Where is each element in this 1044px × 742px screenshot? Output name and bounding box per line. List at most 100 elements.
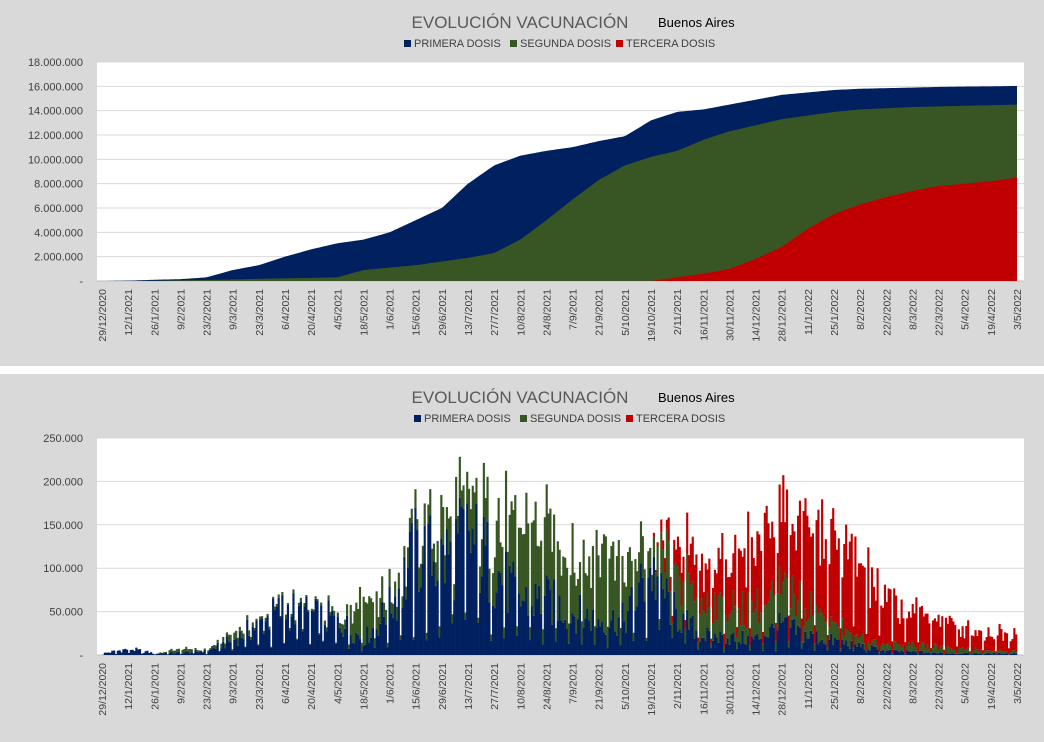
bar-segment-1	[682, 613, 685, 655]
bar-segment-1	[187, 651, 190, 655]
bar-segment-2	[994, 653, 997, 655]
bar-segment-2	[992, 650, 996, 653]
daily-bar	[368, 596, 371, 655]
bar-segment-1	[577, 619, 580, 655]
bar-segment-1	[935, 653, 938, 655]
daily-bar	[575, 585, 578, 655]
bar-segment-1	[778, 612, 781, 655]
bar-segment-1	[774, 651, 777, 655]
daily-bar	[939, 626, 942, 655]
daily-bar	[122, 649, 125, 655]
x-tick-label: 5/10/2021	[620, 663, 632, 710]
bar-segment-2	[281, 592, 284, 595]
daily-bar	[482, 462, 485, 655]
daily-bar	[597, 555, 600, 655]
daily-bar	[251, 622, 254, 655]
daily-bar	[455, 476, 458, 655]
bar-segment-2	[480, 539, 484, 577]
bar-segment-3	[652, 532, 655, 537]
daily-bar	[538, 546, 541, 655]
daily-bar	[262, 630, 265, 655]
bar-segment-3	[931, 620, 935, 649]
bar-segment-2	[726, 622, 729, 639]
bar-segment-1	[837, 639, 840, 655]
bar-segment-1	[700, 637, 704, 655]
bar-segment-2	[192, 653, 195, 654]
bar-segment-3	[835, 549, 838, 623]
bar-segment-3	[920, 605, 924, 643]
daily-bar	[429, 489, 432, 655]
daily-bar	[931, 620, 935, 655]
bar-segment-1	[468, 530, 471, 655]
bar-segment-2	[299, 597, 302, 602]
x-tick-label: 8/3/2022	[907, 289, 919, 330]
bar-segment-2	[1000, 650, 1003, 654]
daily-bar	[275, 603, 278, 655]
bar-segment-1	[669, 624, 672, 655]
daily-bar	[663, 558, 667, 655]
bar-segment-2	[614, 580, 617, 632]
bar-segment-2	[608, 558, 611, 628]
x-tick-label: 21/9/2021	[594, 663, 606, 710]
bar-segment-2	[164, 651, 167, 653]
daily-bar	[170, 648, 173, 655]
bar-segment-2	[187, 649, 190, 652]
bar-segment-2	[279, 615, 282, 618]
y-tick-label: 50.000	[49, 607, 83, 619]
bar-segment-2	[181, 649, 184, 654]
bar-segment-2	[595, 529, 598, 628]
bar-segment-2	[869, 644, 872, 651]
bar-segment-3	[850, 533, 853, 633]
daily-bar	[174, 650, 177, 655]
bar-segment-1	[798, 627, 802, 655]
daily-bar	[917, 642, 920, 655]
daily-bar	[240, 630, 243, 655]
bar-segment-3	[743, 548, 746, 625]
bar-segment-1	[205, 654, 208, 655]
bar-segment-3	[671, 615, 674, 623]
bar-segment-2	[551, 551, 554, 625]
bar-segment-2	[970, 651, 973, 655]
bar-segment-2	[296, 638, 299, 640]
bar-segment-2	[623, 582, 626, 622]
bar-segment-2	[508, 514, 511, 566]
bar-segment-1	[109, 652, 112, 655]
bar-segment-1	[939, 652, 942, 655]
bar-segment-2	[824, 622, 827, 645]
daily-bar	[431, 548, 434, 655]
y-tick-label: 100.000	[43, 563, 83, 575]
bar-segment-1	[183, 652, 186, 655]
bar-segment-2	[270, 646, 273, 648]
bar-segment-2	[362, 596, 365, 647]
daily-bar	[225, 632, 228, 655]
bar-segment-2	[858, 638, 861, 643]
bar-segment-2	[636, 571, 639, 607]
bar-segment-1	[407, 567, 410, 655]
x-tick-label: 6/4/2021	[280, 663, 292, 704]
bar-segment-2	[732, 590, 735, 633]
bar-segment-2	[425, 632, 428, 641]
bar-segment-2	[815, 605, 818, 632]
daily-bar	[832, 508, 835, 655]
bar-segment-2	[957, 647, 960, 654]
bar-segment-1	[970, 654, 973, 655]
bar-segment-2	[353, 611, 356, 644]
bar-segment-1	[107, 652, 110, 655]
x-tick-label: 7/9/2021	[568, 289, 580, 330]
bar-segment-1	[571, 613, 574, 655]
daily-bar	[621, 556, 624, 655]
bar-segment-2	[255, 618, 258, 621]
bar-segment-1	[565, 629, 569, 655]
bar-segment-2	[700, 598, 704, 638]
bar-segment-3	[981, 650, 985, 654]
daily-bar	[142, 653, 145, 655]
bar-segment-2	[423, 503, 426, 526]
daily-bar	[364, 602, 367, 655]
bar-segment-2	[961, 647, 964, 655]
daily-bar	[880, 605, 883, 655]
bar-segment-1	[708, 630, 711, 655]
daily-bar	[944, 617, 948, 655]
bar-segment-3	[713, 569, 716, 593]
bar-segment-1	[541, 644, 545, 655]
x-tick-label: 22/2/2022	[881, 663, 893, 710]
